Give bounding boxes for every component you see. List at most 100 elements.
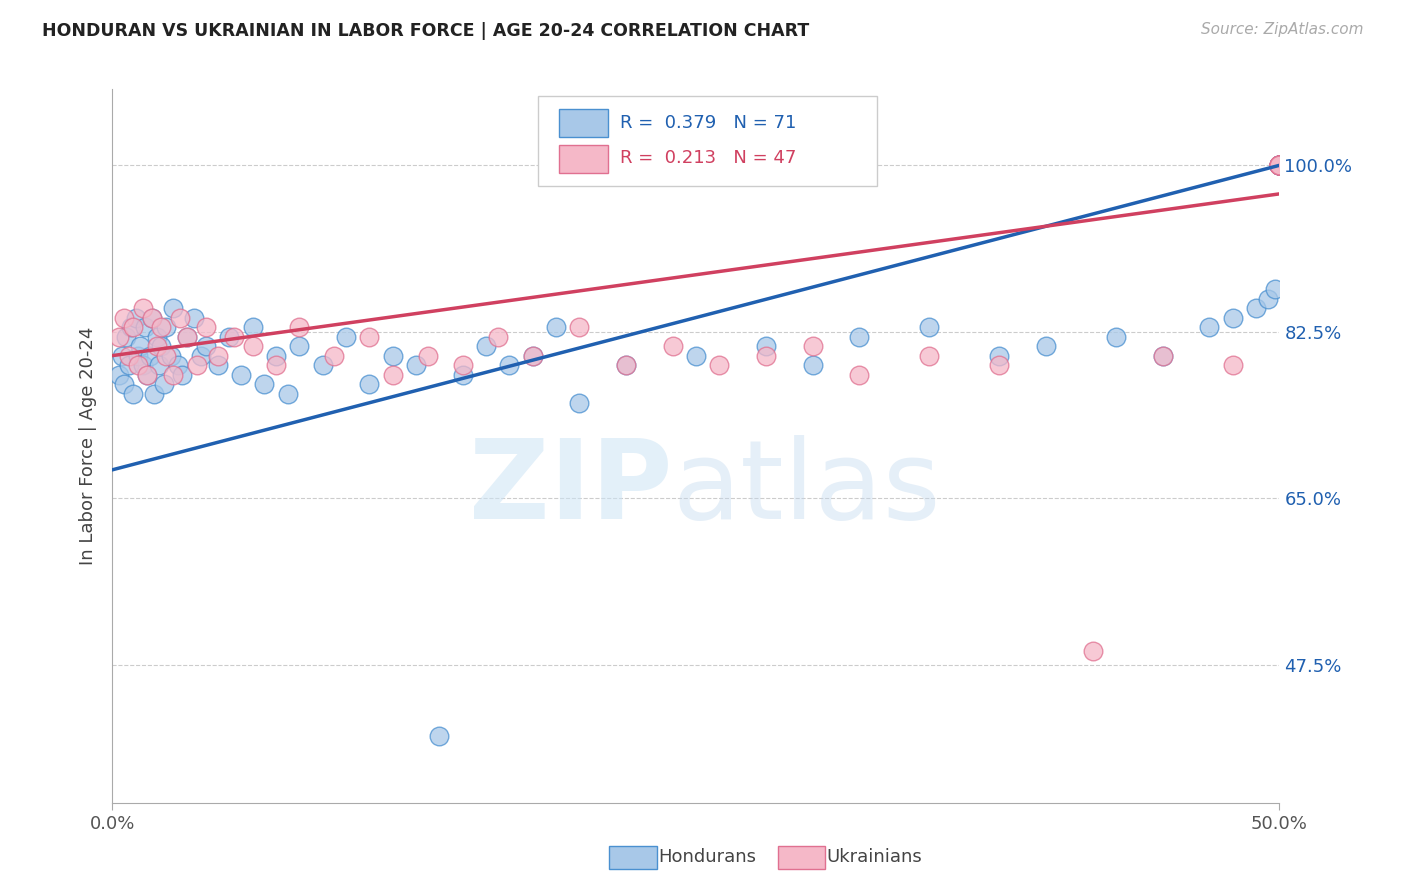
Point [115,329,138,343]
Point [568,396,591,410]
Point [122,320,145,334]
Point [1268,158,1291,172]
Point [1268,158,1291,172]
Point [194,320,217,334]
Point [155,349,177,363]
Point [127,349,149,363]
Point [568,320,591,334]
Point [1268,158,1291,172]
FancyBboxPatch shape [560,145,609,173]
Point [475,339,498,353]
Point [169,310,191,325]
Point [148,358,170,372]
Point [190,349,212,363]
Point [427,729,450,743]
Point [253,377,276,392]
Point [1081,643,1104,657]
Point [222,329,245,343]
Point [1268,158,1291,172]
Point [801,358,824,372]
Point [1257,292,1279,306]
Point [522,349,544,363]
Point [1035,339,1057,353]
Point [918,320,941,334]
Point [150,339,173,353]
Point [359,329,381,343]
Point [848,368,870,382]
Point [1268,158,1291,172]
Point [486,329,509,343]
Point [918,349,941,363]
Point [242,320,264,334]
Point [988,358,1011,372]
Point [207,358,229,372]
Point [143,386,166,401]
Point [755,339,778,353]
Point [172,368,194,382]
Point [136,368,159,382]
Point [1268,158,1291,172]
Point [1268,158,1291,172]
Point [451,358,474,372]
Point [108,368,131,382]
Point [127,358,149,372]
Point [1222,310,1244,325]
Point [1268,158,1291,172]
Text: HONDURAN VS UKRAINIAN IN LABOR FORCE | AGE 20-24 CORRELATION CHART: HONDURAN VS UKRAINIAN IN LABOR FORCE | A… [42,22,810,40]
Point [160,349,183,363]
Point [141,310,163,325]
Point [661,339,683,353]
Point [218,329,240,343]
Point [359,377,381,392]
Point [1268,158,1291,172]
Point [118,358,141,372]
Point [155,320,177,334]
Point [141,310,163,325]
Point [801,339,824,353]
Point [381,368,404,382]
Point [451,368,474,382]
Point [848,329,870,343]
Point [311,358,333,372]
Point [1268,158,1291,172]
Text: Source: ZipAtlas.com: Source: ZipAtlas.com [1201,22,1364,37]
Point [288,320,311,334]
Text: Ukrainians: Ukrainians [827,848,922,866]
Point [186,358,208,372]
Point [207,349,229,363]
Text: R =  0.379   N = 71: R = 0.379 N = 71 [620,114,796,132]
FancyBboxPatch shape [538,96,877,186]
Point [1268,158,1291,172]
Point [1198,320,1220,334]
Point [108,329,131,343]
Point [194,339,217,353]
Text: Hondurans: Hondurans [658,848,756,866]
Point [544,320,567,334]
Point [335,329,357,343]
Point [176,329,198,343]
Text: atlas: atlas [672,435,941,542]
Point [264,349,287,363]
Point [498,358,520,372]
Point [242,339,264,353]
Point [146,329,169,343]
Point [125,310,148,325]
Point [405,358,427,372]
Point [118,349,141,363]
Point [166,358,188,372]
Point [1268,158,1291,172]
Point [139,349,162,363]
Point [132,301,155,315]
Point [183,310,205,325]
Point [132,358,155,372]
Point [146,339,169,353]
Point [755,349,778,363]
Point [264,358,287,372]
Point [112,310,135,325]
Point [162,368,184,382]
Point [129,339,152,353]
Point [288,339,311,353]
Text: ZIP: ZIP [470,435,672,542]
Point [150,320,173,334]
Point [1244,301,1267,315]
